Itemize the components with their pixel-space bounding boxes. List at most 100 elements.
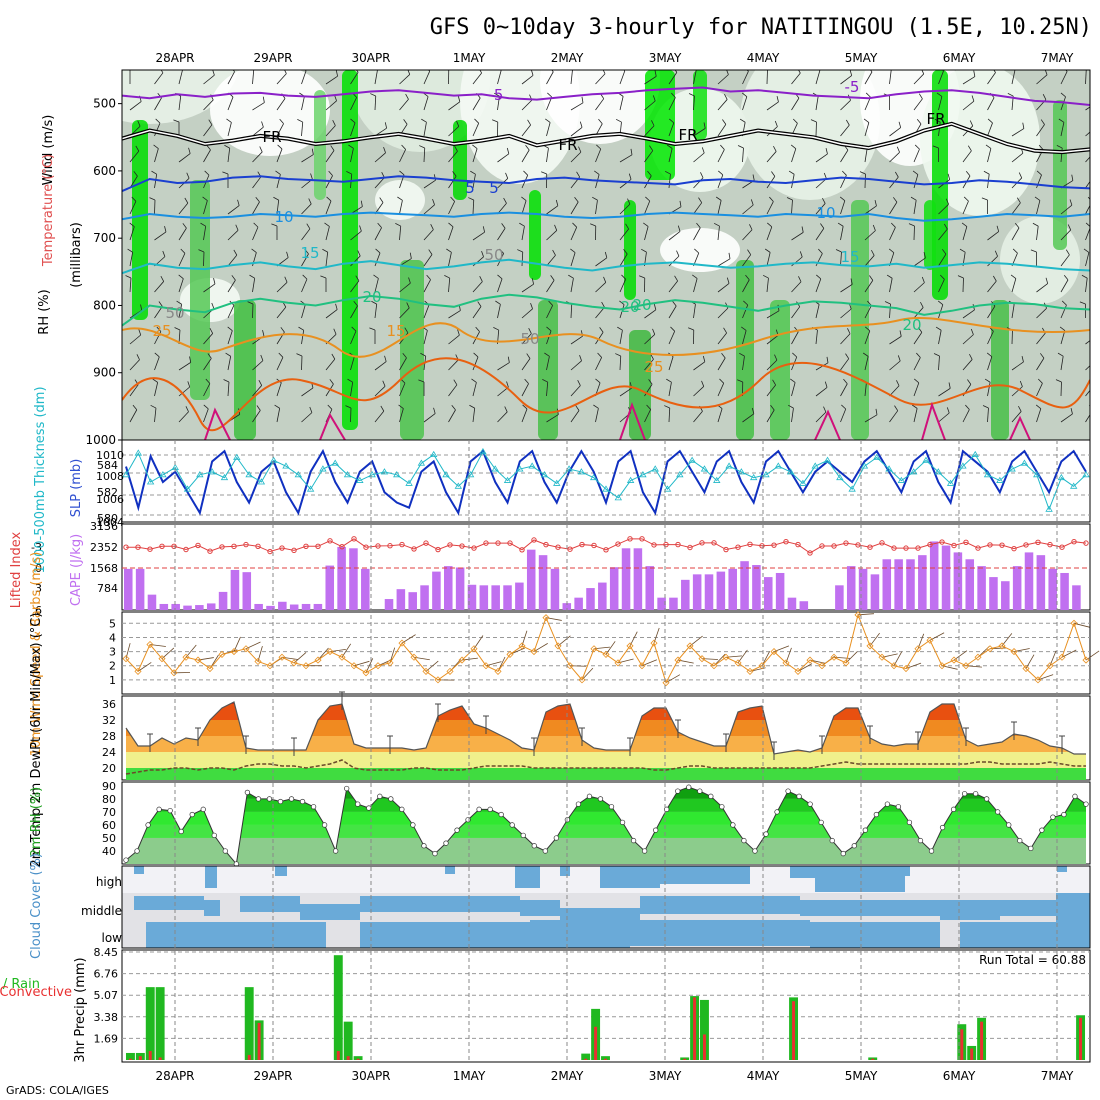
rh-shade-green bbox=[629, 330, 651, 440]
wind-barb bbox=[546, 280, 555, 293]
wind-barb-flag bbox=[247, 301, 254, 305]
wind-barb bbox=[374, 304, 378, 319]
wind-barb-flag bbox=[994, 250, 998, 257]
cloud-high bbox=[134, 866, 144, 874]
wind-barb-flag bbox=[1036, 170, 1042, 176]
wind-barb-flag bbox=[178, 274, 184, 279]
wind-barb-flag bbox=[174, 327, 181, 331]
precip-convective-bar bbox=[257, 1022, 261, 1060]
wind-barb bbox=[668, 72, 678, 85]
wind-barb-flag bbox=[599, 327, 604, 333]
wind-barb bbox=[987, 72, 996, 85]
wind-barb-flag bbox=[324, 222, 330, 227]
cape-bar bbox=[218, 591, 228, 610]
wind-barb-flag bbox=[284, 70, 287, 74]
wind-barb bbox=[399, 282, 411, 293]
wind-barb-flag bbox=[625, 223, 629, 230]
wind-barb-flag bbox=[890, 222, 896, 228]
precip-total-bar bbox=[581, 1053, 591, 1060]
wind-barb-flag bbox=[649, 145, 654, 151]
lifted-index-point bbox=[207, 548, 213, 554]
wind-barb bbox=[1085, 414, 1090, 423]
cape-tick: 3136 bbox=[90, 520, 118, 533]
wind10m-point bbox=[986, 645, 994, 653]
thickness-point bbox=[614, 494, 623, 501]
wind-barb-flag bbox=[446, 248, 452, 253]
wind-barb-flag bbox=[125, 275, 132, 279]
wind-barb bbox=[864, 230, 876, 241]
wind-barb-flag bbox=[664, 170, 671, 175]
wind-barb bbox=[840, 149, 849, 163]
wind-barb bbox=[595, 307, 605, 319]
rh2m-point bbox=[399, 806, 405, 812]
wind-barb-flag bbox=[418, 379, 425, 383]
wind-barb bbox=[129, 384, 139, 397]
wind-barb bbox=[399, 74, 411, 85]
rh2m-point bbox=[244, 789, 251, 796]
wind-barb-flag bbox=[984, 378, 991, 383]
wind-barb-flag bbox=[211, 302, 215, 309]
wind-barb-flag bbox=[646, 404, 651, 410]
wind10m-point bbox=[1070, 619, 1078, 627]
wind-barb-flag bbox=[651, 120, 655, 126]
wind-barb bbox=[325, 200, 332, 215]
precip-convective-bar bbox=[1079, 1017, 1083, 1060]
wind-barb bbox=[791, 281, 802, 293]
wind-barb bbox=[1036, 332, 1046, 345]
wind-barb-flag bbox=[132, 404, 138, 411]
wind-barb bbox=[178, 202, 189, 215]
wind-barb-flag bbox=[482, 226, 485, 233]
wind-barb-flag bbox=[688, 93, 695, 97]
thickness-point bbox=[897, 476, 906, 483]
thickness-point bbox=[540, 471, 549, 478]
wind-barb-flag bbox=[506, 381, 509, 388]
rh2m-point bbox=[785, 788, 791, 794]
wind-barb bbox=[815, 253, 823, 267]
wind-barb bbox=[203, 408, 209, 423]
wind-barb-flag bbox=[959, 248, 966, 253]
cape-bar bbox=[538, 555, 548, 610]
wind-barb-flag bbox=[702, 355, 706, 362]
precip-total-bar bbox=[601, 1056, 610, 1060]
wind-barb-flag bbox=[645, 196, 651, 202]
wind10m-barb bbox=[629, 631, 638, 647]
wind-barb-flag bbox=[205, 378, 211, 384]
wind-barb-flag bbox=[164, 226, 167, 233]
wind-barb-flag bbox=[739, 118, 746, 123]
wind-barb bbox=[889, 410, 899, 423]
cloud-high bbox=[650, 866, 750, 884]
wind-barb bbox=[864, 414, 878, 423]
lifted-index-point bbox=[267, 548, 273, 555]
wind-barb bbox=[521, 358, 531, 371]
lifted-index-point bbox=[351, 536, 357, 542]
wind-barb-flag bbox=[555, 199, 559, 206]
wind-barb-flag bbox=[893, 197, 898, 203]
wind-barb-flag bbox=[617, 326, 623, 331]
wind-barb bbox=[889, 278, 893, 293]
rh2m-point bbox=[553, 835, 559, 841]
wind-barb-flag bbox=[333, 328, 337, 335]
rh-shade-green bbox=[1053, 100, 1067, 250]
wind-barb-flag bbox=[1042, 94, 1047, 100]
wind-barb bbox=[693, 386, 705, 397]
wind-barb-flag bbox=[428, 249, 433, 255]
wind-barb bbox=[1085, 70, 1087, 85]
wind-barb bbox=[227, 305, 235, 319]
wind-barb bbox=[497, 278, 503, 293]
wind-barb bbox=[374, 252, 381, 267]
precip-grid bbox=[122, 951, 1090, 1039]
wind-barb bbox=[644, 226, 649, 241]
cape-bar bbox=[301, 603, 311, 610]
wind-barb bbox=[472, 231, 485, 241]
wind-barb-flag bbox=[1093, 355, 1095, 361]
wind-barb bbox=[472, 382, 477, 397]
wind-barb bbox=[644, 359, 654, 371]
wind-barb-flag bbox=[256, 405, 261, 411]
cloud-row-label: middle bbox=[81, 904, 122, 918]
cape-bar bbox=[764, 577, 773, 610]
wind-barb-flag bbox=[897, 355, 901, 362]
wind-barb-flag bbox=[932, 145, 939, 149]
wind-barb-flag bbox=[703, 122, 706, 129]
thickness-point bbox=[479, 447, 487, 455]
